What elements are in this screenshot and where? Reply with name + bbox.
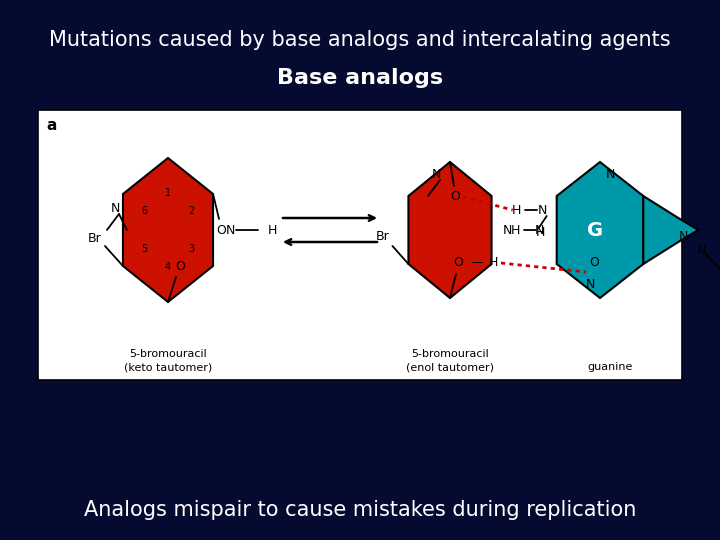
Text: a: a bbox=[46, 118, 56, 133]
Polygon shape bbox=[557, 162, 643, 298]
Text: O: O bbox=[450, 191, 460, 204]
FancyBboxPatch shape bbox=[38, 110, 682, 380]
Text: H: H bbox=[510, 224, 520, 237]
Text: 3: 3 bbox=[189, 244, 194, 254]
Text: N: N bbox=[431, 167, 441, 180]
Text: Base analogs: Base analogs bbox=[277, 68, 443, 88]
Text: Mutations caused by base analogs and intercalating agents: Mutations caused by base analogs and int… bbox=[49, 30, 671, 50]
Text: N: N bbox=[679, 230, 688, 242]
Text: H: H bbox=[488, 256, 498, 269]
Text: N: N bbox=[606, 167, 615, 180]
Text: G: G bbox=[587, 220, 603, 240]
Text: H: H bbox=[268, 224, 277, 237]
Text: N: N bbox=[535, 224, 544, 237]
Text: —: — bbox=[471, 256, 483, 269]
Text: 1: 1 bbox=[165, 187, 171, 198]
Text: N: N bbox=[697, 244, 706, 256]
Text: O: O bbox=[453, 256, 463, 269]
Text: O: O bbox=[175, 260, 185, 273]
Text: 5: 5 bbox=[141, 244, 148, 254]
Text: H: H bbox=[511, 204, 521, 217]
Text: 5-bromouracil
(keto tautomer): 5-bromouracil (keto tautomer) bbox=[124, 349, 212, 372]
Text: Analogs mispair to cause mistakes during replication: Analogs mispair to cause mistakes during… bbox=[84, 500, 636, 520]
Polygon shape bbox=[643, 196, 698, 264]
Text: O: O bbox=[589, 256, 599, 269]
Text: 2: 2 bbox=[189, 206, 194, 217]
Text: N: N bbox=[110, 201, 120, 214]
Polygon shape bbox=[408, 162, 492, 298]
Text: N: N bbox=[585, 278, 595, 291]
Text: N: N bbox=[226, 224, 235, 237]
Text: 5-bromouracil
(enol tautomer): 5-bromouracil (enol tautomer) bbox=[406, 349, 494, 372]
Text: 6: 6 bbox=[142, 206, 148, 217]
Text: Br: Br bbox=[376, 231, 390, 244]
Text: N: N bbox=[503, 224, 513, 237]
Polygon shape bbox=[123, 158, 213, 302]
Text: guanine: guanine bbox=[588, 362, 633, 372]
Text: 4: 4 bbox=[165, 262, 171, 273]
Text: H: H bbox=[536, 226, 545, 239]
Text: Br: Br bbox=[88, 232, 102, 245]
Text: N: N bbox=[537, 204, 546, 217]
Text: O: O bbox=[216, 224, 226, 237]
